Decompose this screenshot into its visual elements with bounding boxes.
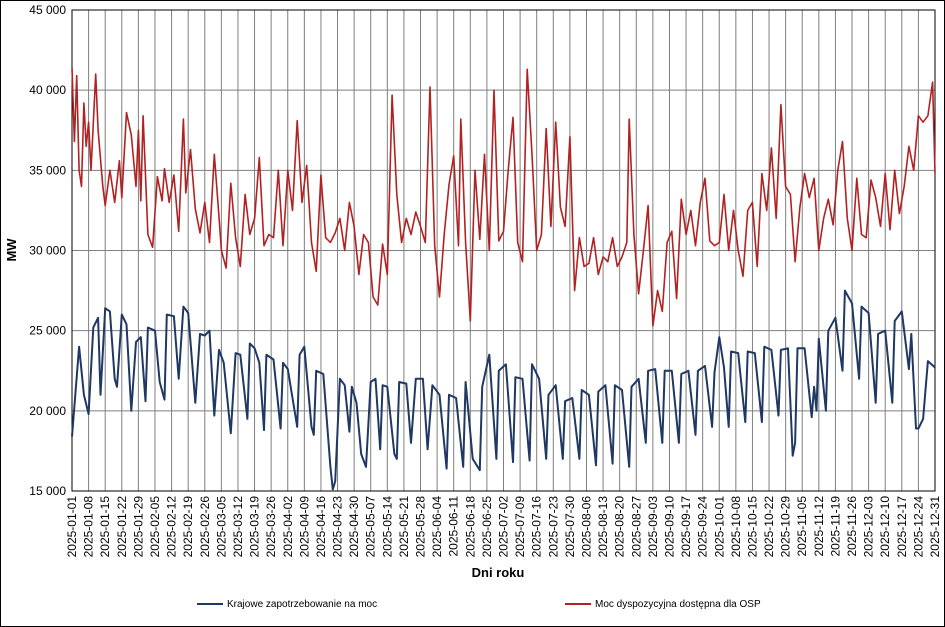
x-tick-label: 2025-10-08 [729,496,743,558]
x-tick-label: 2025-05-07 [364,496,378,558]
x-tick-label: 2025-07-02 [497,496,511,558]
x-tick-label: 2025-09-17 [679,496,693,558]
x-tick-label: 2025-06-25 [480,496,494,558]
y-axis-title: MW [4,238,19,262]
x-tick-label: 2025-12-03 [862,496,876,558]
x-tick-label: 2025-04-09 [297,496,311,558]
y-tick-label: 40 000 [29,83,66,97]
legend-label-series-1: Krajowe zapotrzebowanie na moc [227,599,377,610]
x-tick-label: 2025-11-26 [845,496,859,557]
series-layer [71,67,936,491]
series-line-1 [71,289,936,491]
plot-border [71,9,936,492]
x-tick-label: 2025-10-15 [745,496,759,558]
y-tick-label: 15 000 [29,484,66,498]
x-tick-label: 2025-07-16 [530,496,544,558]
x-tick-label: 2025-03-26 [264,496,278,558]
y-tick-label: 35 000 [29,163,66,177]
legend: Krajowe zapotrzebowanie na moc Moc dyspo… [197,599,761,610]
x-tick-label: 2025-06-18 [463,496,477,558]
x-tick-label: 2025-08-27 [629,496,643,558]
x-tick-label: 2025-10-22 [762,496,776,558]
x-tick-label: 2025-11-19 [828,496,842,557]
x-tick-label: 2025-05-28 [414,496,428,558]
x-tick-label: 2025-07-23 [546,496,560,558]
x-tick-label: 2025-02-26 [198,496,212,558]
x-tick-label: 2025-10-01 [712,496,726,558]
x-tick-label: 2025-03-19 [248,496,262,558]
x-tick-label: 2025-08-13 [596,496,610,558]
x-tick-label: 2025-01-29 [131,496,145,558]
x-tick-label: 2025-05-14 [380,496,394,558]
x-tick-label: 2025-12-10 [878,496,892,558]
x-axis-title: Dni roku [472,565,525,580]
x-tick-label: 2025-04-02 [281,496,295,558]
x-tick-label: 2025-07-30 [563,496,577,558]
x-tick-label: 2025-12-31 [928,496,942,558]
x-tick-label: 2025-02-12 [165,496,179,558]
x-tick-label: 2025-04-16 [314,496,328,558]
x-tick-label: 2025-01-22 [115,496,129,558]
x-tick-label: 2025-09-03 [646,496,660,558]
x-tick-label: 2025-03-05 [214,496,228,558]
x-tick-label: 2025-01-01 [65,496,79,558]
y-tick-label: 45 000 [29,3,66,17]
x-tick-label: 2025-06-04 [430,496,444,558]
x-tick-label: 2025-09-24 [696,496,710,558]
x-tick-label: 2025-11-05 [795,496,809,557]
x-tick-label: 2025-02-05 [148,496,162,558]
x-tick-label: 2025-01-08 [82,496,96,558]
y-tick-label: 25 000 [29,324,66,338]
x-tick-label: 2025-04-30 [347,496,361,558]
x-tick-label: 2025-12-24 [911,496,925,558]
x-tick-label: 2025-10-29 [779,496,793,558]
x-tick-label: 2025-12-17 [895,496,909,558]
x-tick-label: 2025-01-15 [98,496,112,558]
x-tick-label: 2025-02-19 [181,496,195,558]
x-tick-label: 2025-08-20 [613,496,627,558]
y-tick-label: 20 000 [29,404,66,418]
x-tick-label: 2025-06-11 [447,496,461,557]
x-tick-label: 2025-11-12 [812,496,826,557]
x-tick-label: 2025-04-23 [331,496,345,558]
x-tick-label: 2025-09-10 [662,496,676,558]
series-line-2 [71,67,936,327]
x-tick-labels: 2025-01-01 2025-01-08 2025-01-15 2025-01-22… [65,496,942,558]
y-tick-labels: 15 000 20 000 25 000 30 000 35 000 40 000 45 0… [29,3,66,498]
x-tick-label: 2025-08-06 [579,496,593,558]
x-tick-label: 2025-05-21 [397,496,411,558]
x-tick-label: 2025-07-09 [513,496,527,558]
y-tick-label: 30 000 [29,244,66,258]
x-tick-label: 2025-03-12 [231,496,245,558]
legend-label-series-2: Moc dyspozycyjna dostępna dla OSP [595,599,761,610]
